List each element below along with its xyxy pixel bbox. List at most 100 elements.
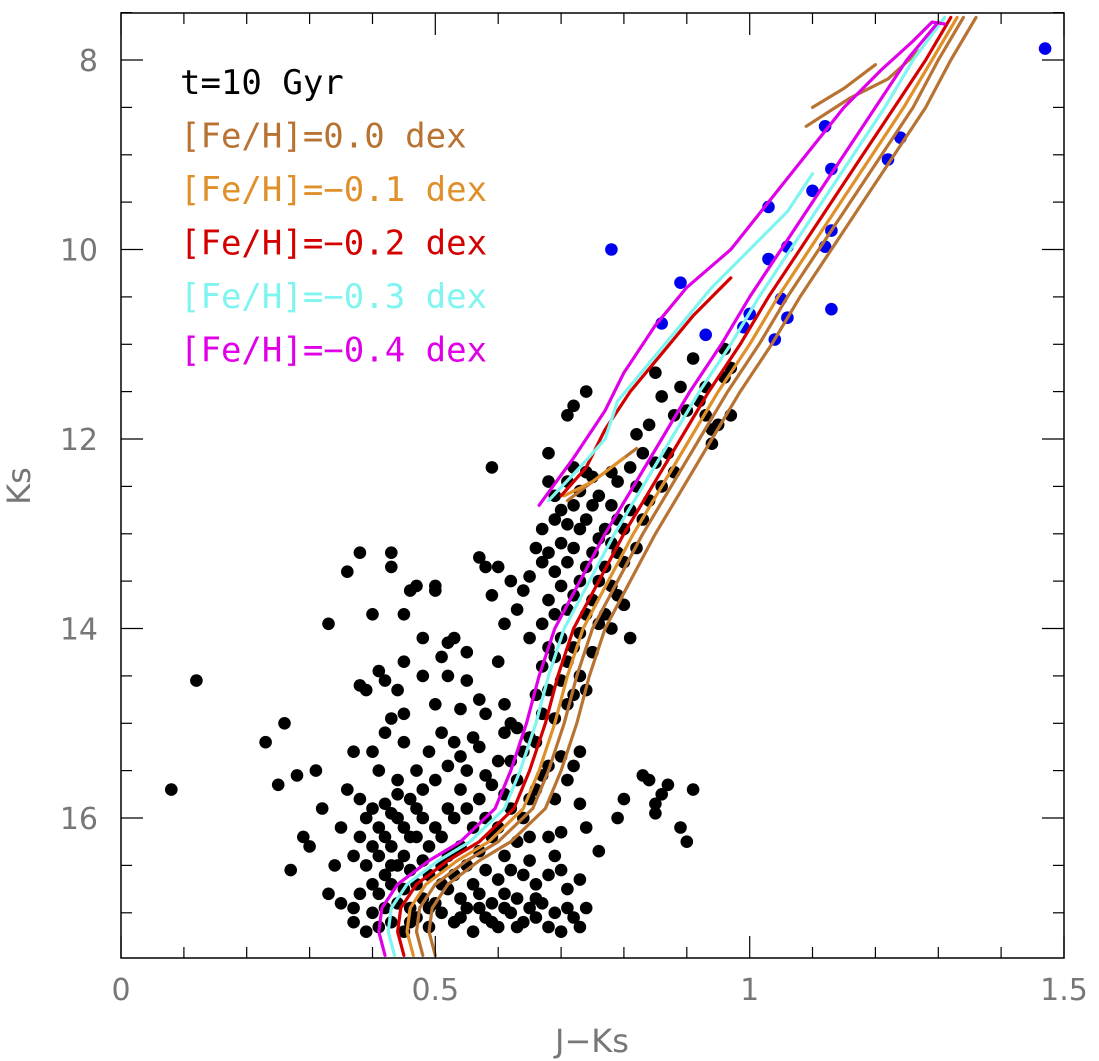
star-point bbox=[605, 499, 618, 512]
star-point bbox=[542, 868, 555, 882]
star-point bbox=[535, 555, 549, 569]
star-point bbox=[385, 859, 398, 872]
blue-star-point bbox=[674, 276, 687, 290]
star-point bbox=[303, 840, 316, 853]
star-point bbox=[523, 830, 536, 844]
star-point bbox=[359, 925, 373, 938]
y-tick-label: 16 bbox=[60, 802, 98, 837]
star-point bbox=[454, 702, 467, 716]
star-point bbox=[290, 769, 304, 782]
star-point bbox=[378, 868, 392, 882]
isochrone-track-2-0 bbox=[414, 15, 965, 957]
legend: t=10 Gyr [Fe/H]=0.0 dex [Fe/H]=−0.1 dex [Fe… bbox=[180, 63, 487, 371]
star-point bbox=[447, 631, 461, 645]
star-point bbox=[491, 873, 505, 886]
star-point bbox=[479, 863, 492, 877]
star-point bbox=[385, 712, 398, 725]
star-point bbox=[479, 769, 492, 782]
star-point bbox=[554, 503, 568, 517]
x-tick-label: 0 bbox=[111, 973, 130, 1008]
star-point bbox=[548, 513, 562, 526]
star-point bbox=[504, 863, 518, 877]
isochrone-track-6-0 bbox=[377, 20, 940, 957]
star-point bbox=[372, 764, 386, 777]
star-point bbox=[447, 811, 461, 825]
star-point bbox=[548, 565, 562, 578]
star-point bbox=[353, 546, 367, 559]
star-point bbox=[378, 830, 392, 844]
star-point bbox=[353, 887, 367, 901]
star-point bbox=[397, 655, 411, 668]
star-point bbox=[190, 674, 203, 687]
star-point bbox=[529, 541, 543, 555]
star-point bbox=[397, 735, 411, 749]
star-point bbox=[347, 745, 360, 758]
star-point bbox=[655, 788, 668, 801]
star-point bbox=[271, 778, 285, 792]
star-point bbox=[567, 499, 580, 512]
star-point bbox=[510, 920, 524, 934]
star-point bbox=[529, 911, 543, 924]
star-point bbox=[447, 735, 461, 749]
star-point bbox=[416, 783, 430, 796]
star-point bbox=[466, 925, 480, 938]
star-point bbox=[473, 740, 486, 754]
star-point bbox=[649, 366, 662, 380]
star-point bbox=[485, 915, 499, 929]
star-point bbox=[611, 475, 624, 488]
star-point bbox=[542, 475, 555, 488]
star-point bbox=[372, 821, 386, 834]
star-point bbox=[573, 920, 587, 934]
y-tick-label: 10 bbox=[60, 234, 98, 269]
isochrone-track-2-4 bbox=[810, 63, 877, 109]
star-point bbox=[623, 461, 637, 474]
star-point bbox=[391, 773, 404, 787]
star-point bbox=[460, 764, 474, 777]
star-point bbox=[359, 859, 373, 872]
isochrone-3 bbox=[405, 15, 959, 957]
star-point bbox=[567, 911, 580, 924]
star-point bbox=[422, 840, 436, 853]
star-point bbox=[636, 446, 650, 460]
star-point bbox=[592, 489, 606, 503]
legend-entry-3: [Fe/H]=−0.2 dex bbox=[180, 224, 487, 264]
star-point bbox=[315, 802, 329, 815]
star-point bbox=[473, 901, 486, 915]
star-point bbox=[485, 897, 499, 910]
star-point bbox=[561, 409, 574, 422]
star-point bbox=[435, 726, 448, 739]
star-point bbox=[623, 631, 637, 645]
star-point bbox=[561, 773, 574, 787]
star-point bbox=[579, 821, 593, 834]
isochrone-track-4-1 bbox=[559, 276, 733, 498]
star-point bbox=[548, 849, 562, 863]
star-point bbox=[586, 499, 599, 512]
star-point bbox=[366, 802, 379, 815]
isochrone-track-4-0 bbox=[396, 15, 953, 957]
blue-star-point bbox=[699, 328, 712, 342]
star-point bbox=[523, 570, 536, 583]
y-axis-label: Ks bbox=[0, 467, 38, 505]
star-point bbox=[366, 906, 379, 920]
star-point bbox=[460, 901, 474, 915]
star-point bbox=[328, 859, 342, 872]
isochrone-5 bbox=[386, 15, 947, 957]
star-point bbox=[535, 617, 549, 631]
star-point bbox=[422, 745, 436, 758]
blue-star-point bbox=[881, 153, 895, 166]
star-point bbox=[554, 863, 568, 877]
star-point bbox=[334, 897, 348, 910]
star-point bbox=[347, 901, 360, 915]
star-point bbox=[391, 811, 404, 825]
star-point bbox=[523, 854, 536, 867]
star-point bbox=[579, 901, 593, 915]
star-point bbox=[561, 518, 574, 531]
star-point bbox=[529, 878, 543, 891]
star-point bbox=[397, 707, 411, 721]
legend-entry-4: [Fe/H]=−0.3 dex bbox=[180, 277, 487, 317]
star-point bbox=[617, 792, 631, 806]
star-point bbox=[278, 717, 291, 730]
star-point bbox=[341, 783, 354, 796]
star-point bbox=[366, 840, 379, 853]
star-point bbox=[642, 418, 656, 432]
